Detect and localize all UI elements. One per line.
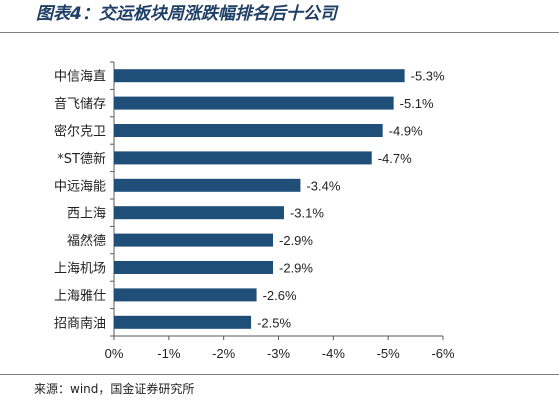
bar	[114, 151, 372, 165]
value-tick-label: -6%	[431, 346, 455, 361]
value-tick-label: -2%	[212, 346, 236, 361]
figure-title: 图表4：交运板块周涨跌幅排名后十公司	[36, 4, 337, 24]
data-label: -5.1%	[400, 96, 434, 111]
bar	[114, 178, 301, 192]
source-divider	[0, 374, 559, 375]
data-label: -5.3%	[411, 69, 445, 84]
data-label: -3.4%	[306, 178, 340, 193]
category-label: *ST德新	[57, 151, 106, 167]
data-label: -2.9%	[279, 233, 313, 248]
bar	[114, 124, 383, 137]
category-label: 西上海	[67, 207, 106, 222]
data-label: -2.9%	[279, 261, 313, 276]
source-note: 来源：wind，国金证券研究所	[34, 382, 195, 396]
category-label: 密尔克卫	[54, 124, 106, 140]
bar	[114, 261, 274, 274]
bar	[114, 96, 394, 110]
value-tick-label: -3%	[267, 346, 291, 361]
bar	[114, 288, 257, 302]
data-label: -4.9%	[389, 124, 423, 139]
title-divider	[0, 32, 559, 33]
value-tick-label: 0%	[105, 346, 124, 361]
data-label: -2.5%	[257, 315, 291, 330]
bar	[114, 315, 252, 329]
category-label: 中信海直	[54, 70, 106, 85]
bar	[114, 69, 405, 83]
category-label: 招商南油	[54, 315, 106, 331]
category-label: 上海机场	[54, 262, 106, 277]
category-label: 上海雅仕	[54, 289, 106, 304]
data-label: -2.6%	[263, 288, 297, 303]
category-label: 中远海能	[54, 179, 106, 194]
value-tick-label: -5%	[377, 346, 401, 361]
bar	[114, 206, 284, 220]
bar	[114, 233, 274, 247]
data-label: -4.7%	[378, 151, 412, 166]
category-label: 音飞储存	[54, 96, 106, 112]
value-tick-label: -4%	[322, 346, 346, 361]
data-label: -3.1%	[290, 206, 324, 221]
value-tick-label: -1%	[157, 346, 181, 361]
category-label: 福然德	[67, 233, 106, 249]
